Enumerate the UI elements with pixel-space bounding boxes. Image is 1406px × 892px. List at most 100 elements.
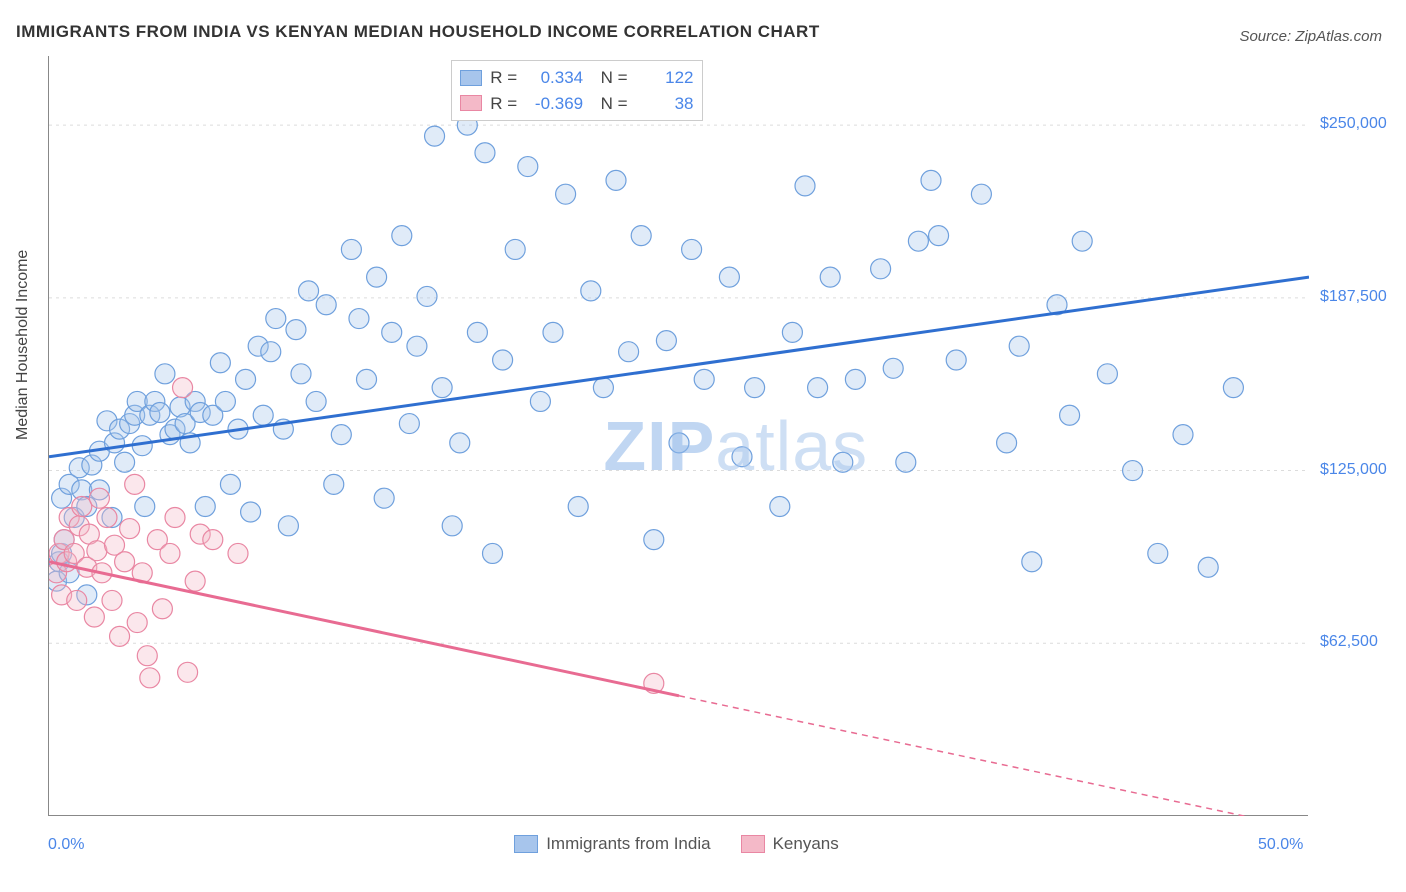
data-point	[732, 447, 752, 467]
x-tick-label: 0.0%	[48, 836, 84, 854]
legend-swatch	[741, 835, 765, 853]
data-point	[432, 378, 452, 398]
legend-swatch	[460, 70, 482, 86]
data-point	[178, 662, 198, 682]
data-point	[120, 519, 140, 539]
data-point	[1060, 405, 1080, 425]
bottom-legend: Immigrants from India Kenyans	[514, 834, 839, 854]
data-point	[1072, 231, 1092, 251]
data-point	[450, 433, 470, 453]
data-point	[165, 508, 185, 528]
data-point	[228, 543, 248, 563]
data-point	[236, 369, 256, 389]
data-point	[253, 405, 273, 425]
data-point	[195, 496, 215, 516]
data-point	[505, 239, 525, 259]
data-point	[896, 452, 916, 472]
correlation-stats-box: R =0.334 N =122R =-0.369 N =38	[451, 60, 702, 121]
data-point	[152, 599, 172, 619]
data-point	[971, 184, 991, 204]
scatter-plot-svg	[49, 56, 1309, 816]
data-point	[115, 552, 135, 572]
data-point	[694, 369, 714, 389]
data-point	[946, 350, 966, 370]
data-point	[110, 626, 130, 646]
data-point	[135, 496, 155, 516]
data-point	[669, 433, 689, 453]
stats-row: R =-0.369 N =38	[460, 91, 693, 117]
y-tick-label: $250,000	[1320, 115, 1387, 133]
data-point	[631, 226, 651, 246]
source-label: Source: ZipAtlas.com	[1239, 28, 1382, 45]
stat-n-label: N =	[591, 91, 627, 117]
data-point	[87, 541, 107, 561]
stat-r-value: -0.369	[525, 91, 583, 117]
data-point	[67, 590, 87, 610]
data-point	[367, 267, 387, 287]
data-point	[89, 488, 109, 508]
y-tick-label: $62,500	[1320, 633, 1378, 651]
data-point	[299, 281, 319, 301]
data-point	[745, 378, 765, 398]
data-point	[656, 331, 676, 351]
data-point	[1148, 543, 1168, 563]
data-point	[442, 516, 462, 536]
data-point	[997, 433, 1017, 453]
data-point	[782, 322, 802, 342]
data-point	[203, 530, 223, 550]
data-point	[125, 474, 145, 494]
data-point	[127, 613, 147, 633]
data-point	[883, 358, 903, 378]
data-point	[331, 425, 351, 445]
data-point	[871, 259, 891, 279]
data-point	[185, 571, 205, 591]
data-point	[115, 452, 135, 472]
legend-item: Kenyans	[741, 834, 839, 854]
data-point	[306, 391, 326, 411]
data-point	[102, 590, 122, 610]
data-point	[374, 488, 394, 508]
data-point	[286, 320, 306, 340]
data-point	[467, 322, 487, 342]
data-point	[150, 403, 170, 423]
data-point	[407, 336, 427, 356]
stat-r-label: R =	[490, 91, 517, 117]
data-point	[845, 369, 865, 389]
data-point	[1097, 364, 1117, 384]
data-point	[266, 309, 286, 329]
data-point	[530, 391, 550, 411]
data-point	[392, 226, 412, 246]
data-point	[349, 309, 369, 329]
data-point	[1123, 461, 1143, 481]
data-point	[820, 267, 840, 287]
data-point	[382, 322, 402, 342]
scatter-plot-area: ZIPatlas	[48, 56, 1308, 816]
data-point	[1223, 378, 1243, 398]
data-point	[568, 496, 588, 516]
data-point	[261, 342, 281, 362]
legend-swatch	[514, 835, 538, 853]
legend-item: Immigrants from India	[514, 834, 710, 854]
data-point	[606, 170, 626, 190]
data-point	[921, 170, 941, 190]
stat-n-label: N =	[591, 65, 627, 91]
data-point	[682, 239, 702, 259]
data-point	[475, 143, 495, 163]
data-point	[97, 508, 117, 528]
data-point	[770, 496, 790, 516]
data-point	[155, 364, 175, 384]
stat-r-label: R =	[490, 65, 517, 91]
chart-title: IMMIGRANTS FROM INDIA VS KENYAN MEDIAN H…	[16, 22, 820, 42]
data-point	[316, 295, 336, 315]
data-point	[483, 543, 503, 563]
x-tick-label: 50.0%	[1258, 836, 1303, 854]
trend-line	[49, 277, 1309, 457]
data-point	[137, 646, 157, 666]
data-point	[593, 378, 613, 398]
stat-n-value: 122	[636, 65, 694, 91]
data-point	[556, 184, 576, 204]
y-tick-label: $187,500	[1320, 288, 1387, 306]
y-tick-label: $125,000	[1320, 461, 1387, 479]
data-point	[399, 414, 419, 434]
trend-line-extrapolated	[679, 696, 1309, 816]
